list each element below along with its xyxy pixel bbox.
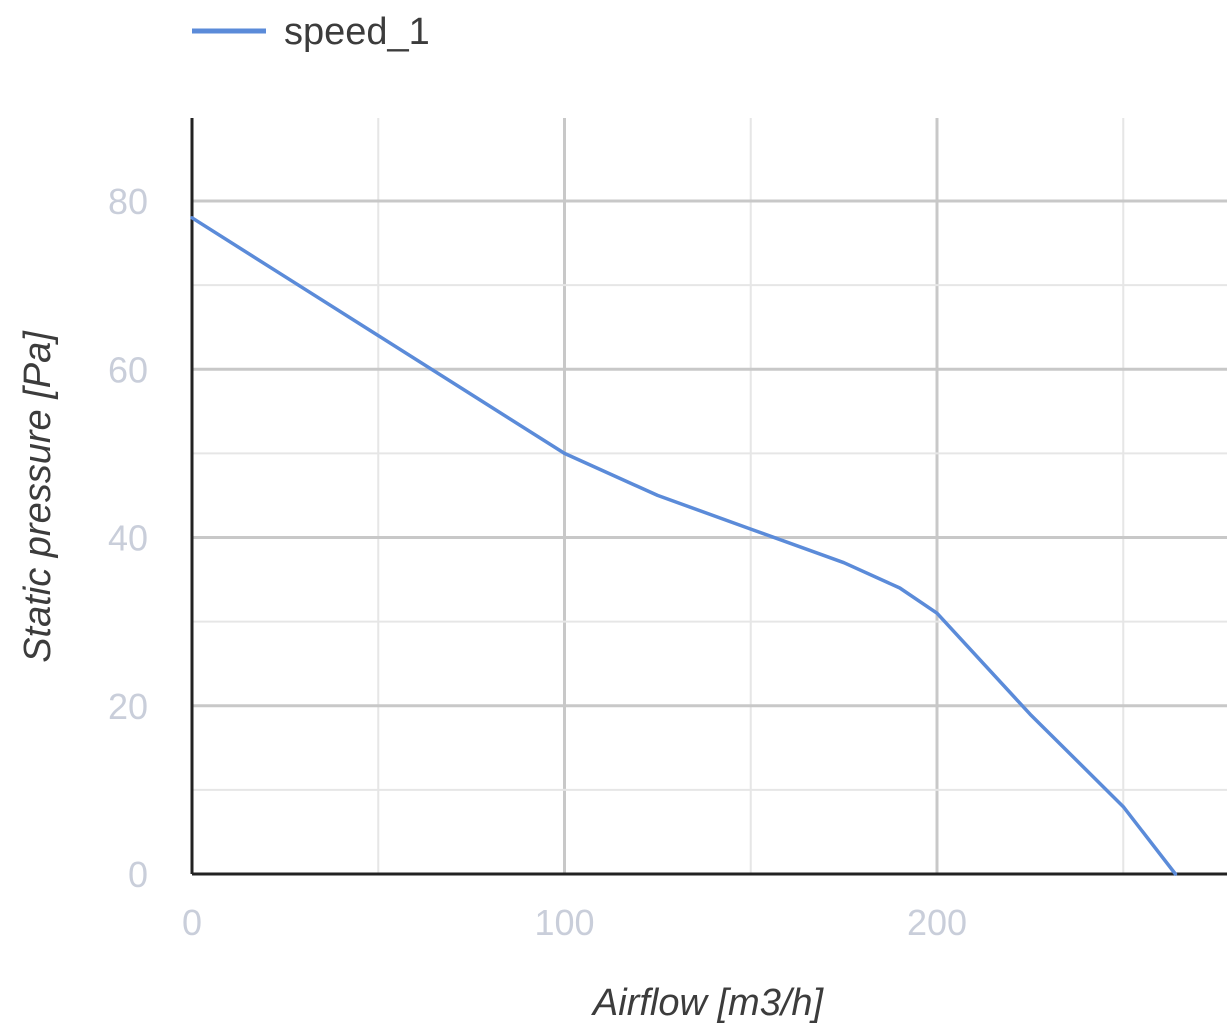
x-axis-title: Airflow [m3/h] [591, 982, 825, 1024]
x-tick-label: 100 [534, 902, 594, 943]
x-tick-label: 0 [182, 902, 202, 943]
y-axis-title: Static pressure [Pa] [17, 330, 59, 663]
x-tick-labels: 0 100 200 [182, 902, 967, 943]
y-tick-labels: 0 20 40 60 80 [108, 181, 148, 895]
y-tick-label: 80 [108, 181, 148, 222]
y-tick-label: 20 [108, 686, 148, 727]
legend: speed_1 [192, 11, 430, 53]
x-tick-label: 200 [907, 902, 967, 943]
legend-label-speed-1: speed_1 [284, 11, 430, 53]
series-line-speed-1 [190, 216, 1178, 876]
axes [190, 118, 1227, 876]
y-tick-label: 40 [108, 518, 148, 559]
grid [192, 118, 1227, 874]
y-tick-label: 60 [108, 349, 148, 390]
y-tick-label: 0 [128, 854, 148, 895]
series-group [190, 216, 1178, 876]
